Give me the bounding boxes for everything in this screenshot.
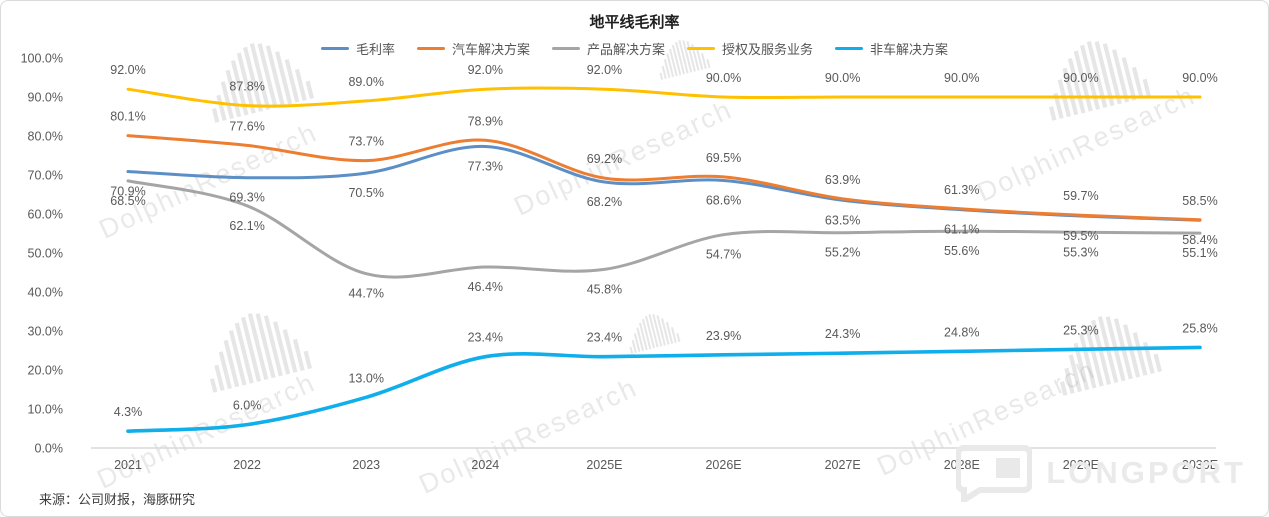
series-line-非车解决方案: [126, 345, 1202, 433]
y-axis-label: 70.0%: [28, 169, 63, 183]
data-point-label: 23.4%: [587, 331, 622, 345]
y-axis-label: 0.0%: [35, 442, 64, 456]
chart-legend: 毛利率 汽车解决方案 产品解决方案 授权及服务业务 非车解决方案: [1, 39, 1268, 58]
data-point-label: 25.8%: [1182, 321, 1217, 335]
legend-item-汽车解决方案[interactable]: 汽车解决方案: [416, 39, 530, 58]
data-point-label: 90.0%: [825, 71, 860, 85]
y-axis-label: 30.0%: [28, 325, 63, 339]
data-point-label: 55.1%: [1182, 246, 1217, 260]
data-point-label: 4.3%: [114, 405, 143, 419]
legend-label: 产品解决方案: [586, 42, 665, 57]
data-point-label: 55.6%: [944, 244, 979, 258]
data-point-label: 23.4%: [468, 331, 503, 345]
data-point-label: 92.0%: [587, 63, 622, 77]
data-point-label: 89.0%: [348, 75, 383, 89]
y-axis-label: 60.0%: [28, 208, 63, 222]
data-point-label: 61.1%: [944, 223, 979, 237]
data-point-label: 58.5%: [1182, 194, 1217, 208]
legend-line-swatch: [551, 46, 580, 51]
data-point-label: 69.5%: [706, 151, 741, 165]
data-point-label: 68.2%: [587, 195, 622, 209]
legend-label: 毛利率: [355, 42, 395, 57]
data-point-label: 24.3%: [825, 327, 860, 341]
data-point-label: 25.3%: [1063, 323, 1098, 337]
data-point-label: 6.0%: [233, 399, 262, 413]
data-point-label: 92.0%: [110, 63, 145, 77]
data-point-label: 78.9%: [468, 114, 503, 128]
data-point-label: 24.8%: [944, 325, 979, 339]
y-axis-label: 50.0%: [28, 247, 63, 261]
data-point-label: 90.0%: [1182, 71, 1217, 85]
data-point-label: 90.0%: [706, 71, 741, 85]
y-axis-label: 10.0%: [28, 403, 63, 417]
data-point-label: 59.7%: [1063, 189, 1098, 203]
data-point-label: 55.3%: [1063, 245, 1098, 259]
data-point-label: 13.0%: [348, 371, 383, 385]
data-point-label: 58.4%: [1182, 233, 1217, 247]
chart-title: 地平线毛利率: [589, 14, 680, 31]
legend-line-swatch: [687, 46, 715, 51]
data-point-label: 73.7%: [348, 135, 383, 149]
x-axis-label: 2021: [114, 458, 142, 472]
x-axis-label: 2027E: [825, 458, 861, 472]
data-point-label: 54.7%: [706, 248, 741, 262]
data-point-label: 77.3%: [468, 160, 503, 174]
legend-line-swatch: [320, 46, 349, 51]
x-axis-label: 2030E: [1182, 458, 1218, 472]
x-axis-label: 2023: [352, 458, 380, 472]
legend-line-swatch: [416, 46, 445, 51]
data-point-label: 69.3%: [229, 191, 264, 205]
data-point-label: 90.0%: [1063, 71, 1098, 85]
x-axis-label: 2022: [233, 458, 261, 472]
legend-item-产品解决方案[interactable]: 产品解决方案: [551, 39, 665, 58]
data-point-label: 63.9%: [825, 173, 860, 187]
data-point-label: 90.0%: [944, 71, 979, 85]
legend-label: 授权及服务业务: [722, 42, 814, 57]
source-note: 来源：公司财报，海豚研究: [39, 492, 196, 507]
data-point-label: 77.6%: [229, 119, 264, 133]
x-axis-label: 2025E: [586, 458, 622, 472]
legend-label: 非车解决方案: [870, 42, 949, 57]
series-line-毛利率: [126, 144, 1202, 222]
data-point-label: 63.5%: [825, 213, 860, 227]
legend-item-毛利率[interactable]: 毛利率: [320, 39, 395, 58]
data-point-label: 61.3%: [944, 183, 979, 197]
data-point-label: 87.8%: [229, 80, 264, 94]
data-point-label: 45.8%: [587, 282, 622, 296]
data-point-label: 62.1%: [229, 219, 264, 233]
data-point-label: 46.4%: [468, 280, 503, 294]
x-axis-label: 2028E: [944, 458, 980, 472]
legend-item-非车解决方案[interactable]: 非车解决方案: [835, 39, 948, 58]
y-axis-label: 20.0%: [28, 364, 63, 378]
x-axis-label: 2029E: [1063, 458, 1099, 472]
legend-label: 汽车解决方案: [451, 42, 530, 57]
data-point-label: 55.2%: [825, 246, 860, 260]
data-point-label: 80.1%: [110, 110, 145, 124]
data-point-label: 92.0%: [468, 63, 503, 77]
legend-line-swatch: [835, 46, 864, 51]
data-point-label: 68.6%: [706, 193, 741, 207]
y-axis-label: 40.0%: [28, 286, 63, 300]
data-point-label: 44.7%: [348, 287, 383, 301]
series-line-产品解决方案: [126, 179, 1202, 279]
x-axis-label: 2024: [471, 458, 499, 472]
legend-item-授权及服务业务[interactable]: 授权及服务业务: [687, 39, 813, 58]
data-point-label: 59.5%: [1063, 229, 1098, 243]
series-line-授权及服务业务: [126, 86, 1202, 108]
series-line-汽车解决方案: [126, 134, 1202, 222]
data-point-label: 68.5%: [110, 194, 145, 208]
y-axis-label: 90.0%: [28, 91, 63, 105]
y-axis-label: 80.0%: [28, 130, 63, 144]
data-point-label: 69.2%: [587, 152, 622, 166]
x-axis-label: 2026E: [705, 458, 741, 472]
y-axis-label: 100.0%: [21, 52, 63, 66]
data-point-label: 70.5%: [348, 186, 383, 200]
data-point-label: 70.9%: [110, 184, 145, 198]
data-point-label: 23.9%: [706, 329, 741, 343]
